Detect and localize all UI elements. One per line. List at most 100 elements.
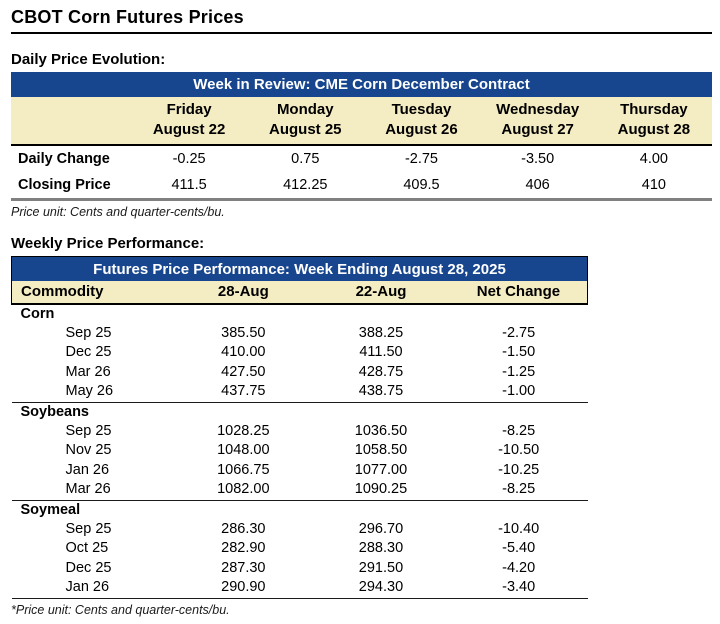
table-row: Mar 26 1082.00 1090.25 -8.25	[12, 480, 588, 500]
cell-value: 4.00	[639, 151, 668, 167]
corner-cell	[11, 97, 131, 146]
cell-value: 294.30	[312, 578, 450, 599]
day-column-header: Thursday August 28	[595, 97, 712, 146]
row-label: Closing Price	[11, 172, 131, 201]
group-name: Corn	[20, 305, 55, 322]
group-header-row: Soybeans	[11, 401, 588, 422]
day-date: August 27	[501, 121, 574, 138]
month-label: Dec 25	[65, 344, 112, 361]
month-label: Jan 26	[65, 461, 110, 478]
daily-header-row: Friday August 22 Monday August 25 Tuesda…	[11, 97, 712, 146]
table-row: Nov 25 1048.00 1058.50 -10.50	[12, 441, 588, 460]
page-title: CBOT Corn Futures Prices	[11, 6, 712, 34]
cell-value: -1.00	[502, 383, 536, 400]
month-label: Sep 25	[65, 520, 112, 537]
day-date: August 25	[269, 121, 342, 138]
cell-value: -0.25	[172, 151, 206, 167]
table-row: Sep 25 385.50 388.25 -2.75	[12, 324, 588, 343]
day-date: August 26	[385, 121, 458, 138]
day-date: August 22	[152, 121, 226, 138]
group-header-row: Soymeal	[11, 499, 588, 520]
table-row: Jan 26 290.90 294.30 -3.40	[11, 578, 588, 599]
cell-value: 1028.25	[217, 422, 270, 439]
day-column-header: Monday August 25	[247, 97, 364, 146]
table-row: Daily Change -0.25 0.75 -2.75 -3.50 4.00	[11, 145, 712, 172]
cell-value: 291.50	[358, 559, 404, 576]
month-label: Sep 25	[65, 324, 112, 341]
column-header-28aug: 28-Aug	[174, 280, 313, 305]
cell-value: 0.75	[291, 151, 320, 167]
month-label: Dec 25	[65, 559, 112, 576]
cell-value: -1.50	[502, 344, 536, 361]
weekly-footnote: *Price unit: Cents and quarter-cents/bu.	[11, 602, 230, 617]
month-label: Sep 25	[65, 422, 112, 439]
cell-value: -4.20	[502, 559, 536, 576]
table-row: May 26 437.75 438.75 -1.00	[12, 382, 588, 402]
cell-value: 286.30	[221, 520, 266, 537]
day-name: Thursday	[620, 101, 688, 118]
month-label: Oct 25	[65, 540, 109, 557]
day-name: Tuesday	[391, 101, 452, 118]
cell-value: 438.75	[358, 383, 404, 400]
cell-value: 296.70	[358, 520, 404, 537]
cell-value: 1082.00	[217, 481, 270, 498]
cell-value: 1058.50	[354, 442, 408, 459]
cell-value: 411.50	[359, 344, 403, 361]
cell-value: 1048.00	[217, 442, 270, 459]
table-row: Oct 25 282.90 288.30 -5.40	[12, 539, 588, 558]
cell-value: -8.25	[502, 481, 536, 498]
weekly-header-row: Commodity 28-Aug 22-Aug Net Change	[11, 280, 588, 305]
cell-value: 411.5	[131, 172, 248, 201]
month-label: Mar 26	[65, 363, 111, 380]
table-row: Jan 26 1066.75 1077.00 -10.25	[12, 461, 588, 480]
weekly-performance-table: Commodity 28-Aug 22-Aug Net Change Corn …	[11, 280, 588, 599]
day-name: Friday	[166, 101, 212, 118]
cell-value: 409.5	[363, 172, 480, 201]
daily-footnote: Price unit: Cents and quarter-cents/bu.	[11, 204, 225, 219]
weekly-table-banner: Futures Price Performance: Week Ending A…	[11, 255, 588, 281]
cell-value: 282.90	[221, 540, 266, 557]
cell-value: 406	[479, 172, 596, 201]
cell-value: 1066.75	[217, 461, 270, 478]
day-name: Monday	[276, 101, 334, 118]
day-column-header: Friday August 22	[131, 97, 248, 146]
column-header-commodity: Commodity	[11, 280, 175, 305]
group-header-row: Corn	[12, 304, 588, 324]
cell-value: -3.50	[521, 151, 555, 167]
column-header-22aug: 22-Aug	[312, 280, 450, 305]
cell-value: 385.50	[221, 324, 266, 341]
cell-value: 1090.25	[354, 481, 408, 498]
table-row: Dec 25 410.00 411.50 -1.50	[12, 343, 588, 362]
day-column-header: Tuesday August 26	[363, 97, 480, 146]
row-label: Daily Change	[18, 151, 110, 167]
cell-value: -5.40	[502, 540, 536, 557]
cell-value: 412.25	[247, 172, 364, 201]
cell-value: -2.75	[502, 324, 536, 341]
cell-value: 437.75	[221, 383, 266, 400]
cell-value: -10.25	[498, 461, 540, 478]
group-name: Soybeans	[11, 401, 588, 422]
cell-value: -8.25	[502, 422, 536, 439]
cell-value: 288.30	[358, 540, 404, 557]
month-label: Jan 26	[11, 578, 175, 599]
cell-value: -3.40	[449, 578, 588, 599]
cell-value: 287.30	[221, 559, 266, 576]
day-column-header: Wednesday August 27	[479, 97, 596, 146]
daily-section-label: Daily Price Evolution:	[11, 51, 166, 68]
cell-value: 427.50	[221, 363, 266, 380]
table-row: Mar 26 427.50 428.75 -1.25	[12, 363, 588, 382]
daily-table-banner: Week in Review: CME Corn December Contra…	[11, 72, 712, 97]
cell-value: -1.25	[502, 363, 536, 380]
cell-value: 1036.50	[354, 422, 408, 439]
cell-value: 290.90	[174, 578, 313, 599]
month-label: May 26	[65, 383, 114, 400]
month-label: Nov 25	[65, 442, 112, 459]
day-name: Wednesday	[496, 101, 580, 118]
day-date: August 28	[617, 121, 691, 138]
cell-value: -10.50	[498, 442, 540, 459]
table-row: Closing Price 411.5 412.25 409.5 406 410	[11, 172, 712, 201]
cell-value: -2.75	[404, 151, 438, 167]
table-row: Dec 25 287.30 291.50 -4.20	[12, 559, 588, 578]
table-row: Sep 25 286.30 296.70 -10.40	[12, 520, 588, 539]
